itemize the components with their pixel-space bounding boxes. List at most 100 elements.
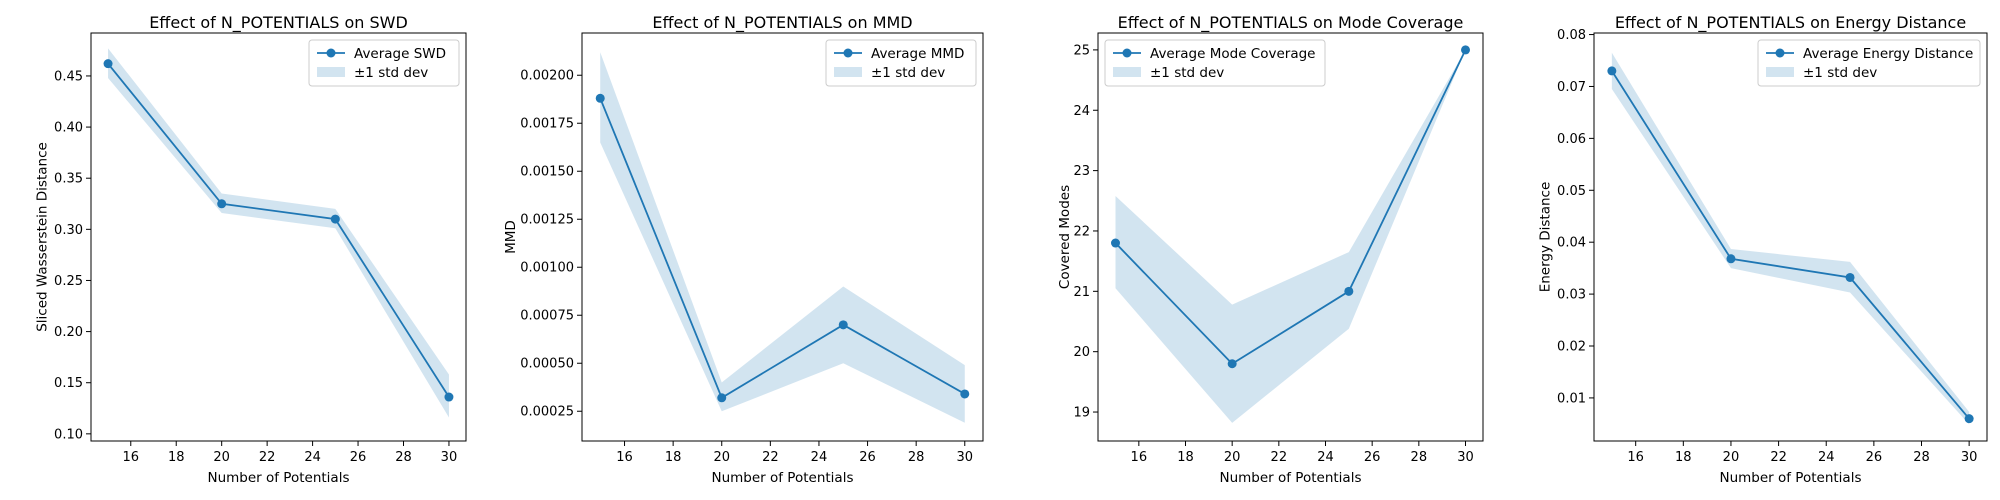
x-tick-label: 28 <box>908 450 925 465</box>
x-tick-label: 28 <box>1913 450 1930 465</box>
legend-band-swatch <box>317 67 345 77</box>
y-tick-label: 0.00100 <box>520 261 574 276</box>
legend-label-band: ±1 std dev <box>871 65 945 81</box>
y-tick-label: 0.06 <box>1557 132 1586 147</box>
x-tick-label: 16 <box>1627 450 1644 465</box>
x-tick-label: 22 <box>1770 450 1787 465</box>
data-point <box>330 214 340 224</box>
y-tick-label: 23 <box>1073 164 1090 179</box>
data-point <box>1845 272 1855 282</box>
data-point <box>1726 254 1736 264</box>
legend: Average MMD ±1 std dev <box>825 39 977 87</box>
y-tick-label: 25 <box>1073 43 1090 58</box>
legend-marker-swatch <box>1122 48 1132 58</box>
data-point <box>1607 66 1617 76</box>
x-tick-label: 24 <box>1818 450 1835 465</box>
std-dev-band <box>108 48 449 418</box>
data-point <box>1227 359 1237 369</box>
series-line <box>599 97 966 400</box>
x-tick-label: 26 <box>1364 450 1381 465</box>
data-point <box>595 93 605 103</box>
x-tick-label: 20 <box>1723 450 1740 465</box>
legend-box <box>825 39 977 87</box>
std-dev-band <box>600 52 965 423</box>
y-tick-label: 0.30 <box>54 223 83 238</box>
y-tick-label: 0.45 <box>54 69 83 84</box>
legend: Average SWD ±1 std dev <box>308 39 460 87</box>
chart-panel-4: 16 18 20 22 24 26 28 30 0.01 0.02 0.03 0.04 0.05 0.06… <box>1538 13 1988 486</box>
y-tick-label: 21 <box>1073 285 1090 300</box>
series-line <box>1611 70 1970 420</box>
x-tick-label: 30 <box>441 450 458 465</box>
std-dev-band <box>1115 49 1466 423</box>
x-tick-label: 18 <box>1177 450 1194 465</box>
data-point <box>1964 414 1974 424</box>
legend-band-swatch <box>1113 67 1141 77</box>
legend-label-series: Average Energy Distance <box>1803 46 1973 62</box>
chart-title: Effect of N_POTENTIALS on SWD <box>149 13 408 33</box>
y-tick-label: 0.10 <box>54 427 83 442</box>
x-axis-label: Number of Potentials <box>711 470 853 486</box>
x-tick-label: 18 <box>665 450 682 465</box>
legend-box <box>1104 39 1326 87</box>
x-tick-label: 24 <box>1317 450 1334 465</box>
y-axis-label: Covered Modes <box>1057 185 1073 289</box>
data-point <box>1344 286 1354 296</box>
x-tick-label: 20 <box>213 450 230 465</box>
x-tick-label: 30 <box>1457 450 1474 465</box>
data-point <box>103 59 113 69</box>
y-tick-label: 0.00200 <box>520 69 574 84</box>
x-tick-label: 26 <box>859 450 876 465</box>
y-tick-label: 0.00150 <box>520 165 574 180</box>
chart-title: Effect of N_POTENTIALS on Mode Coverage <box>1118 13 1464 33</box>
legend: Average Energy Distance ±1 std dev <box>1757 39 1981 87</box>
legend-marker-swatch <box>326 48 336 58</box>
legend-label-series: Average Mode Coverage <box>1150 46 1315 62</box>
x-tick-label: 26 <box>350 450 367 465</box>
y-tick-label: 0.20 <box>54 325 83 340</box>
x-tick-label: 28 <box>395 450 412 465</box>
y-tick-label: 0.35 <box>54 172 83 187</box>
x-axis-label: Number of Potentials <box>1719 470 1861 486</box>
chart-panel-2: 16 18 20 22 24 26 28 30 0.00025 0.00050 0.00075 0.0… <box>503 13 984 486</box>
x-axis-label: Number of Potentials <box>207 470 349 486</box>
x-axis-label: Number of Potentials <box>1219 470 1361 486</box>
y-tick-label: 0.07 <box>1557 80 1586 95</box>
legend: Average Mode Coverage ±1 std dev <box>1104 39 1326 87</box>
plot-frame <box>90 32 467 442</box>
x-tick-label: 24 <box>811 450 828 465</box>
y-axis-label: Energy Distance <box>1538 182 1554 293</box>
y-tick-label: 0.00175 <box>520 117 574 132</box>
legend-marker-swatch <box>843 48 853 58</box>
x-tick-label: 24 <box>304 450 321 465</box>
legend-band-swatch <box>834 67 862 77</box>
legend-label-series: Average SWD <box>354 46 446 62</box>
legend-label-band: ±1 std dev <box>354 65 428 81</box>
data-point <box>838 320 848 330</box>
x-tick-label: 22 <box>259 450 276 465</box>
x-tick-label: 28 <box>1411 450 1428 465</box>
y-tick-label: 0.25 <box>54 274 83 289</box>
y-tick-label: 0.01 <box>1557 391 1586 406</box>
data-point <box>217 199 227 209</box>
series-line <box>107 63 450 398</box>
y-tick-label: 0.08 <box>1557 28 1586 43</box>
legend-label-series: Average MMD <box>871 46 964 62</box>
x-tick-label: 30 <box>956 450 973 465</box>
data-point <box>960 389 970 399</box>
legend-box <box>308 39 460 87</box>
y-tick-label: 0.03 <box>1557 288 1586 303</box>
y-tick-label: 22 <box>1073 224 1090 239</box>
y-tick-label: 0.40 <box>54 121 83 136</box>
x-tick-label: 18 <box>168 450 185 465</box>
y-tick-label: 20 <box>1073 345 1090 360</box>
x-tick-label: 22 <box>762 450 779 465</box>
x-tick-label: 16 <box>1131 450 1148 465</box>
x-tick-label: 22 <box>1271 450 1288 465</box>
x-tick-label: 30 <box>1961 450 1978 465</box>
x-tick-label: 20 <box>1224 450 1241 465</box>
y-tick-label: 0.04 <box>1557 236 1586 251</box>
plot-frame <box>581 32 984 442</box>
chart-title: Effect of N_POTENTIALS on Energy Distanc… <box>1615 13 1966 33</box>
